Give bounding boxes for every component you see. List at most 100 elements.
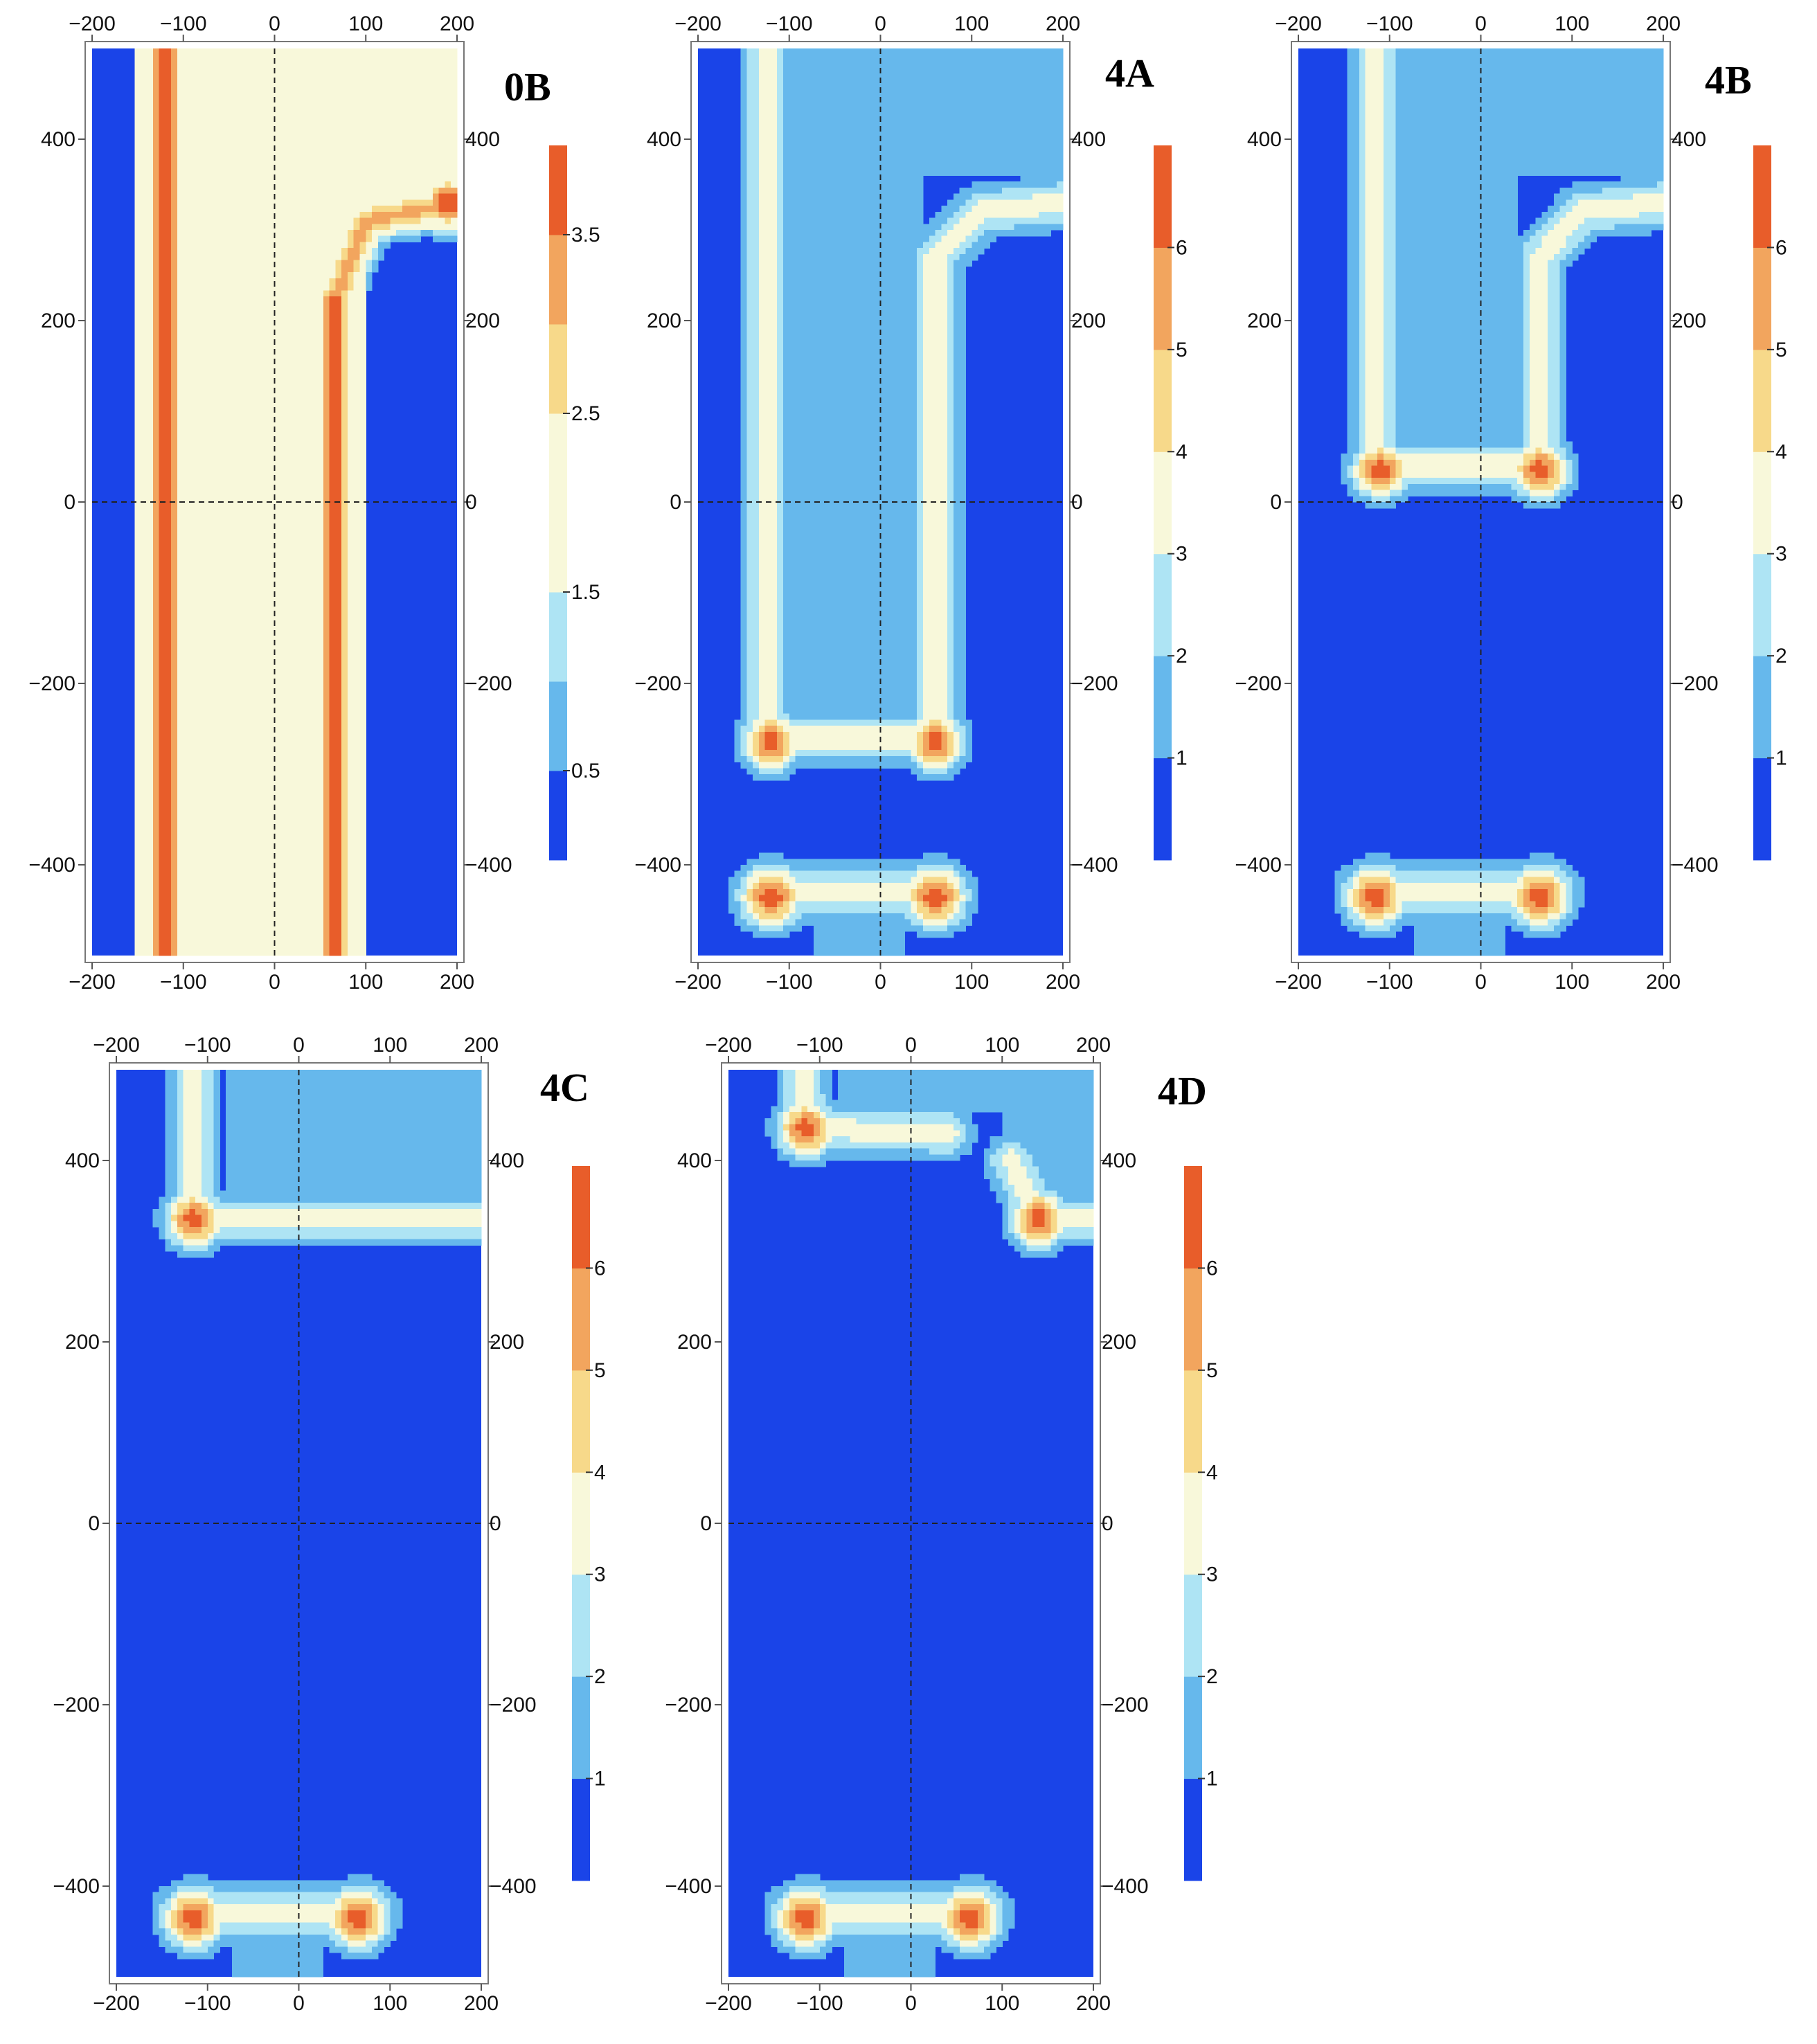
contour-cell xyxy=(141,719,147,726)
contour-cell xyxy=(165,327,171,333)
contour-cell xyxy=(141,604,147,611)
contour-cell xyxy=(195,278,202,285)
contour-cell xyxy=(439,230,445,236)
contour-cell xyxy=(420,133,427,139)
contour-cell xyxy=(330,121,336,127)
contour-cell xyxy=(238,659,244,665)
contour-cell xyxy=(238,683,244,690)
contour-cell xyxy=(348,593,354,599)
contour-cell xyxy=(311,659,317,665)
contour-cell xyxy=(299,593,305,599)
contour-cell xyxy=(311,623,317,629)
contour-cell xyxy=(220,121,226,127)
contour-cell xyxy=(451,109,457,115)
contour-cell xyxy=(220,593,226,599)
contour-cell xyxy=(226,484,232,490)
contour-cell xyxy=(141,411,147,418)
contour-cell xyxy=(232,363,238,369)
contour-cell xyxy=(341,145,348,152)
contour-cell xyxy=(280,708,287,714)
contour-cell xyxy=(226,568,232,575)
contour-cell xyxy=(359,224,366,230)
contour-cell xyxy=(330,248,336,254)
contour-cell xyxy=(195,526,202,532)
contour-cell xyxy=(141,290,147,296)
contour-cell xyxy=(141,460,147,466)
contour-cell xyxy=(238,230,244,236)
contour-cell xyxy=(415,97,421,103)
contour-cell xyxy=(348,369,354,375)
contour-cell xyxy=(305,327,311,333)
contour-cell xyxy=(220,218,226,224)
contour-cell xyxy=(280,121,287,127)
contour-cell xyxy=(287,375,293,382)
contour-cell xyxy=(177,48,184,55)
contour-cell xyxy=(293,677,299,683)
contour-cell xyxy=(177,188,184,194)
contour-cell xyxy=(226,562,232,568)
contour-cell xyxy=(220,647,226,654)
contour-cell xyxy=(305,635,311,641)
contour-cell xyxy=(214,181,220,188)
contour-cell xyxy=(293,532,299,539)
contour-cell xyxy=(134,206,141,212)
contour-cell xyxy=(299,683,305,690)
contour-cell xyxy=(396,236,402,242)
contour-cell xyxy=(220,345,226,351)
contour-cell xyxy=(153,109,159,115)
contour-cell xyxy=(171,151,177,157)
contour-cell xyxy=(153,381,159,387)
contour-cell xyxy=(323,575,330,581)
contour-cell xyxy=(280,272,287,278)
contour-cell xyxy=(244,738,251,744)
contour-cell xyxy=(244,332,251,339)
contour-cell xyxy=(238,254,244,260)
contour-cell xyxy=(214,690,220,696)
contour-cell xyxy=(348,514,354,520)
contour-cell xyxy=(287,381,293,387)
contour-cell xyxy=(335,732,341,738)
contour-cell xyxy=(177,641,184,647)
contour-cell xyxy=(420,115,427,121)
contour-cell xyxy=(287,550,293,557)
contour-cell xyxy=(262,611,269,617)
contour-cell xyxy=(208,526,214,532)
contour-cell xyxy=(262,557,269,563)
contour-cell xyxy=(317,726,323,732)
contour-cell xyxy=(372,248,378,254)
contour-cell xyxy=(293,351,299,357)
contour-cell xyxy=(250,127,256,134)
contour-cell xyxy=(275,526,281,532)
contour-cell xyxy=(317,212,323,218)
contour-cell xyxy=(214,303,220,309)
contour-cell xyxy=(244,103,251,109)
contour-cell xyxy=(244,472,251,478)
contour-cell xyxy=(134,690,141,696)
contour-cell xyxy=(305,604,311,611)
contour-cell xyxy=(220,695,226,701)
contour-cell xyxy=(280,429,287,436)
contour-cell xyxy=(153,659,159,665)
contour-cell xyxy=(153,520,159,526)
contour-cell xyxy=(208,303,214,309)
contour-cell xyxy=(287,750,293,756)
contour-cell xyxy=(287,635,293,641)
contour-cell xyxy=(190,393,196,400)
contour-cell xyxy=(177,332,184,339)
contour-cell xyxy=(208,460,214,466)
contour-cell xyxy=(202,672,208,678)
contour-cell xyxy=(250,719,256,726)
contour-cell xyxy=(280,726,287,732)
contour-cell xyxy=(341,363,348,369)
contour-cell xyxy=(226,623,232,629)
contour-cell xyxy=(354,109,360,115)
contour-cell xyxy=(141,206,147,212)
contour-cell xyxy=(280,387,287,393)
contour-cell xyxy=(341,581,348,587)
contour-cell xyxy=(256,97,262,103)
contour-cell xyxy=(165,526,171,532)
contour-cell xyxy=(226,321,232,327)
contour-cell xyxy=(195,327,202,333)
contour-cell xyxy=(153,750,159,756)
contour-cell xyxy=(311,550,317,557)
